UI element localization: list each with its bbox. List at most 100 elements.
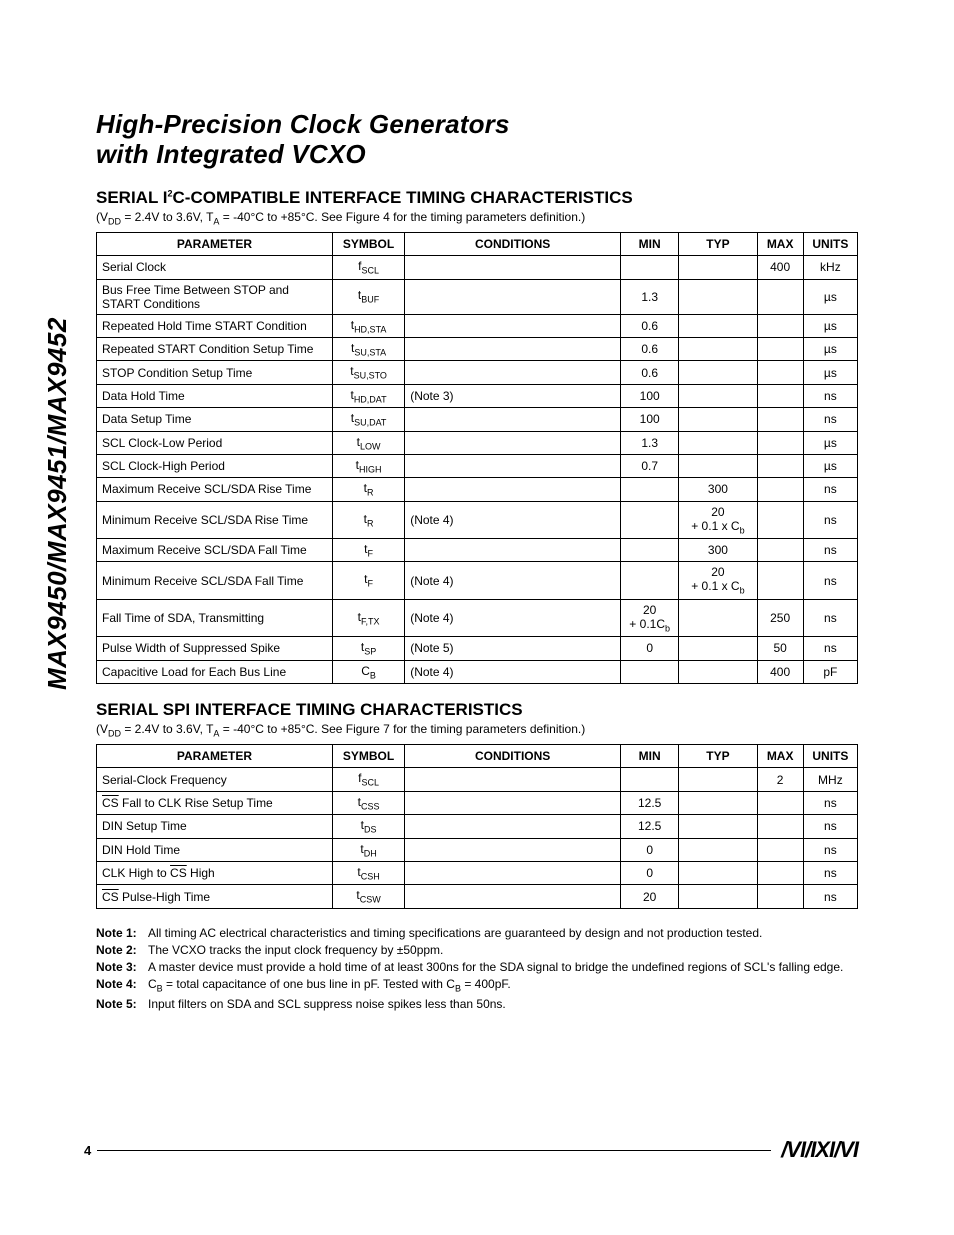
cell-min: [621, 660, 679, 683]
table-row: Serial-Clock FrequencyfSCL2MHz: [97, 768, 858, 791]
cell-parameter: DIN Setup Time: [97, 815, 333, 838]
note-text: Input filters on SDA and SCL suppress no…: [148, 996, 858, 1012]
table-row: Data Setup TimetSU,DAT100ns: [97, 408, 858, 431]
cond-text: = -40°C to +85°C. See Figure 7 for the t…: [219, 722, 585, 736]
cell-parameter: Data Setup Time: [97, 408, 333, 431]
col-max: MAX: [757, 745, 803, 768]
cond-text: = -40°C to +85°C. See Figure 4 for the t…: [219, 210, 585, 224]
cell-units: µs: [803, 337, 857, 360]
cell-typ: [679, 384, 757, 407]
table-i2c-timing: PARAMETER SYMBOL CONDITIONS MIN TYP MAX …: [96, 232, 858, 684]
cell-conditions: [405, 408, 621, 431]
cell-typ: [679, 861, 757, 884]
cell-conditions: [405, 314, 621, 337]
cell-min: 12.5: [621, 815, 679, 838]
cell-max: 250: [757, 599, 803, 636]
cell-max: [757, 885, 803, 908]
cell-parameter: CS Fall to CLK Rise Setup Time: [97, 791, 333, 814]
cell-parameter: Repeated START Condition Setup Time: [97, 337, 333, 360]
cell-units: µs: [803, 279, 857, 314]
cell-typ: [679, 337, 757, 360]
cell-conditions: [405, 454, 621, 477]
cell-max: [757, 431, 803, 454]
cell-max: [757, 361, 803, 384]
cell-conditions: [405, 861, 621, 884]
cell-units: ns: [803, 478, 857, 501]
col-max: MAX: [757, 233, 803, 256]
cell-units: MHz: [803, 768, 857, 791]
cell-units: ns: [803, 539, 857, 562]
cell-min: [621, 256, 679, 279]
footer-rule: [97, 1150, 771, 1151]
cell-conditions: [405, 768, 621, 791]
cond-text: = 2.4V to 3.6V, T: [121, 210, 213, 224]
cell-conditions: (Note 4): [405, 501, 621, 538]
cell-min: 0.7: [621, 454, 679, 477]
cell-symbol: tBUF: [332, 279, 404, 314]
cell-max: [757, 501, 803, 538]
cell-max: [757, 337, 803, 360]
table-row: Minimum Receive SCL/SDA Fall TimetF(Note…: [97, 562, 858, 599]
cell-symbol: tSU,STA: [332, 337, 404, 360]
table-row: Maximum Receive SCL/SDA Fall TimetF300ns: [97, 539, 858, 562]
cell-min: 0.6: [621, 337, 679, 360]
note-text: All timing AC electrical characteristics…: [148, 925, 858, 941]
cell-symbol: CB: [332, 660, 404, 683]
cond-text: = 2.4V to 3.6V, T: [121, 722, 213, 736]
cell-units: ns: [803, 885, 857, 908]
cell-parameter: CLK High to CS High: [97, 861, 333, 884]
table-row: SCL Clock-Low PeriodtLOW1.3µs: [97, 431, 858, 454]
cell-parameter: Serial-Clock Frequency: [97, 768, 333, 791]
page-number: 4: [84, 1143, 91, 1158]
cell-units: ns: [803, 815, 857, 838]
table-row: STOP Condition Setup TimetSU,STO0.6µs: [97, 361, 858, 384]
cell-min: [621, 768, 679, 791]
cell-symbol: tSP: [332, 637, 404, 660]
cell-units: ns: [803, 562, 857, 599]
cell-conditions: [405, 431, 621, 454]
note-text: A master device must provide a hold time…: [148, 959, 858, 975]
table-row: Pulse Width of Suppressed SpiketSP(Note …: [97, 637, 858, 660]
cell-typ: 300: [679, 478, 757, 501]
cell-min: [621, 539, 679, 562]
cell-symbol: tSU,STO: [332, 361, 404, 384]
cell-parameter: SCL Clock-High Period: [97, 454, 333, 477]
table-body: Serial ClockfSCL400kHzBus Free Time Betw…: [97, 256, 858, 684]
cell-max: 400: [757, 256, 803, 279]
note-label: Note 3:: [96, 959, 148, 975]
cell-conditions: [405, 815, 621, 838]
cell-parameter: Capacitive Load for Each Bus Line: [97, 660, 333, 683]
note-label: Note 1:: [96, 925, 148, 941]
cell-symbol: tDH: [332, 838, 404, 861]
cell-parameter: Pulse Width of Suppressed Spike: [97, 637, 333, 660]
title-line-2: with Integrated VCXO: [96, 139, 366, 169]
cell-symbol: tSU,DAT: [332, 408, 404, 431]
cell-typ: [679, 838, 757, 861]
cell-typ: [679, 599, 757, 636]
table-row: Repeated Hold Time START ConditiontHD,ST…: [97, 314, 858, 337]
cell-max: [757, 314, 803, 337]
cell-max: [757, 454, 803, 477]
cell-symbol: tCSW: [332, 885, 404, 908]
col-units: UNITS: [803, 745, 857, 768]
col-typ: TYP: [679, 745, 757, 768]
cell-units: ns: [803, 408, 857, 431]
cell-min: 0.6: [621, 314, 679, 337]
cell-symbol: tHIGH: [332, 454, 404, 477]
cell-typ: 20+ 0.1 x Cb: [679, 562, 757, 599]
cell-typ: [679, 660, 757, 683]
cell-symbol: tCSS: [332, 791, 404, 814]
cond-text: (V: [96, 210, 108, 224]
cell-min: 12.5: [621, 791, 679, 814]
cell-units: ns: [803, 599, 857, 636]
section-heading-i2c: SERIAL I2C-COMPATIBLE INTERFACE TIMING C…: [96, 188, 858, 208]
cell-typ: [679, 454, 757, 477]
cell-typ: 300: [679, 539, 757, 562]
cell-max: [757, 408, 803, 431]
cell-max: [757, 539, 803, 562]
section-conditions-i2c: (VDD = 2.4V to 3.6V, TA = -40°C to +85°C…: [96, 210, 858, 226]
cell-max: [757, 791, 803, 814]
note-label: Note 5:: [96, 996, 148, 1012]
cell-symbol: fSCL: [332, 768, 404, 791]
maxim-logo: /VI/IXI/VI: [781, 1137, 858, 1163]
